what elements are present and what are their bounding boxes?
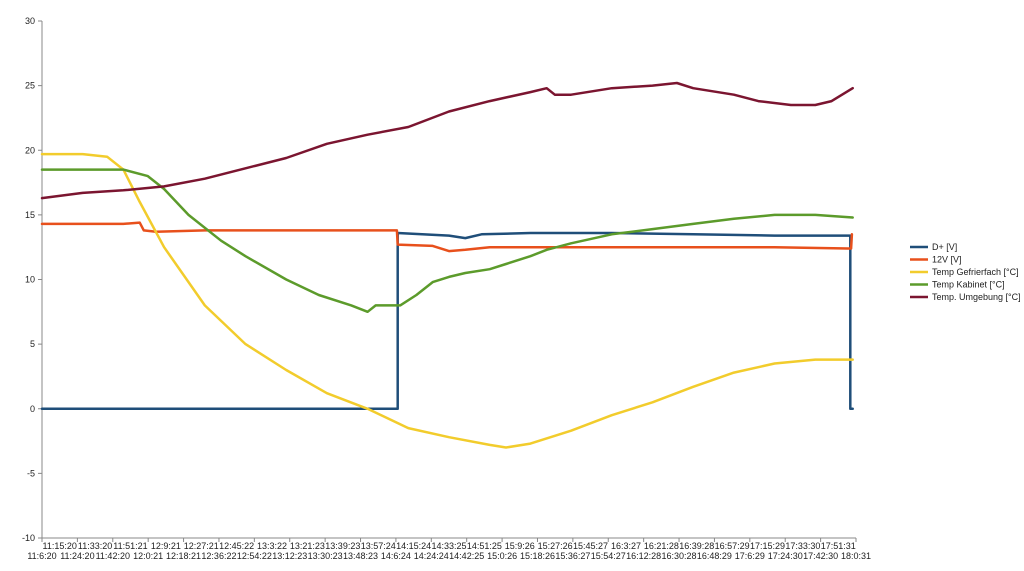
x-tick-label-bottom: 16:48:29 [697, 551, 732, 561]
x-tick-label-top: 13:3:22 [257, 541, 287, 551]
x-tick-label-top: 15:45:27 [573, 541, 608, 551]
legend-label-4: Temp. Umgebung [°C] [932, 292, 1021, 302]
x-tick-label-top: 12:27:21 [184, 541, 219, 551]
y-tick-label: 10 [25, 275, 35, 285]
y-tick-label: 30 [25, 16, 35, 26]
x-tick-label-bottom: 17:42:30 [803, 551, 838, 561]
x-tick-label-bottom: 15:54:27 [591, 551, 626, 561]
x-tick-label-top: 11:33:20 [78, 541, 112, 551]
x-tick-label-top: 16:3:27 [611, 541, 641, 551]
x-tick-label-top: 14:15:24 [396, 541, 431, 551]
x-tick-label-bottom: 11:24:20 [60, 551, 94, 561]
y-tick-label: 25 [25, 81, 35, 91]
x-tick-label-bottom: 14:6:24 [381, 551, 411, 561]
x-tick-label-bottom: 13:48:23 [343, 551, 378, 561]
series-line-0 [40, 231, 854, 411]
legend-label-3: Temp Kabinet [°C] [932, 280, 1005, 290]
x-tick-label-top: 15:9:26 [505, 541, 535, 551]
x-tick-label-top: 16:39:28 [679, 541, 714, 551]
x-tick-label-bottom: 17:24:30 [768, 551, 803, 561]
y-tick-label: -5 [27, 468, 35, 478]
x-tick-label-top: 12:9:21 [151, 541, 181, 551]
x-tick-label-top: 14:33:25 [431, 541, 466, 551]
legend-label-2: Temp Gefrierfach [°C] [932, 267, 1019, 277]
x-tick-label-bottom: 16:30:28 [662, 551, 697, 561]
x-tick-label-bottom: 12:0:21 [133, 551, 163, 561]
series-line-1 [40, 221, 854, 253]
x-tick-label-bottom: 15:18:26 [520, 551, 555, 561]
legend-label-0: D+ [V] [932, 242, 957, 252]
y-tick-label: 0 [30, 404, 35, 414]
x-tick-label-top: 11:51:21 [113, 541, 147, 551]
x-tick-label-bottom: 12:18:21 [166, 551, 201, 561]
x-tick-label-bottom: 11:42:20 [96, 551, 130, 561]
x-tick-label-top: 14:51:25 [467, 541, 502, 551]
x-tick-label-bottom: 15:36:27 [555, 551, 590, 561]
y-tick-label: 20 [25, 145, 35, 155]
legend-label-1: 12V [V] [932, 255, 962, 265]
x-tick-label-bottom: 14:42:25 [449, 551, 484, 561]
series-line-2 [40, 152, 854, 449]
x-tick-label-bottom: 12:54:22 [237, 551, 272, 561]
chart-series [40, 81, 854, 449]
chart-axes: -10 -5 0 5 10 15 20 25 30 11:6:20 11:24:20 11:42:20… [22, 16, 871, 561]
x-tick-label-bottom: 18:0:31 [841, 551, 871, 561]
x-tick-label-bottom: 13:12:23 [272, 551, 307, 561]
x-tick-label-top: 16:57:29 [715, 541, 750, 551]
x-tick-label-bottom: 13:30:23 [308, 551, 343, 561]
y-tick-label: 15 [25, 210, 35, 220]
x-tick-label-bottom: 12:36:22 [201, 551, 236, 561]
x-tick-label-top: 13:57:24 [361, 541, 396, 551]
y-tick-label: -10 [22, 533, 35, 543]
x-tick-label-top: 13:21:23 [290, 541, 325, 551]
x-tick-label-top: 13:39:23 [325, 541, 360, 551]
x-tick-label-top: 11:15:20 [43, 541, 77, 551]
x-tick-label-top: 16:21:28 [644, 541, 679, 551]
x-tick-label-top: 17:51:31 [821, 541, 856, 551]
x-tick-label-top: 17:33:30 [785, 541, 820, 551]
x-tick-label-bottom: 17:6:29 [735, 551, 765, 561]
series-line-4 [40, 81, 854, 200]
x-tick-label-bottom: 16:12:28 [626, 551, 661, 561]
chart-legend: D+ [V] 12V [V] Temp Gefrierfach [°C] Temp K… [910, 242, 1021, 302]
x-tick-label-top: 15:27:26 [538, 541, 573, 551]
x-tick-label-bottom: 14:24:24 [414, 551, 449, 561]
x-tick-label-top: 12:45:22 [219, 541, 254, 551]
x-tick-label-bottom: 15:0:26 [487, 551, 517, 561]
series-line-3 [40, 168, 854, 314]
x-tick-label-bottom: 11:6:20 [27, 551, 56, 561]
x-tick-label-top: 17:15:29 [750, 541, 785, 551]
y-tick-label: 5 [30, 339, 35, 349]
